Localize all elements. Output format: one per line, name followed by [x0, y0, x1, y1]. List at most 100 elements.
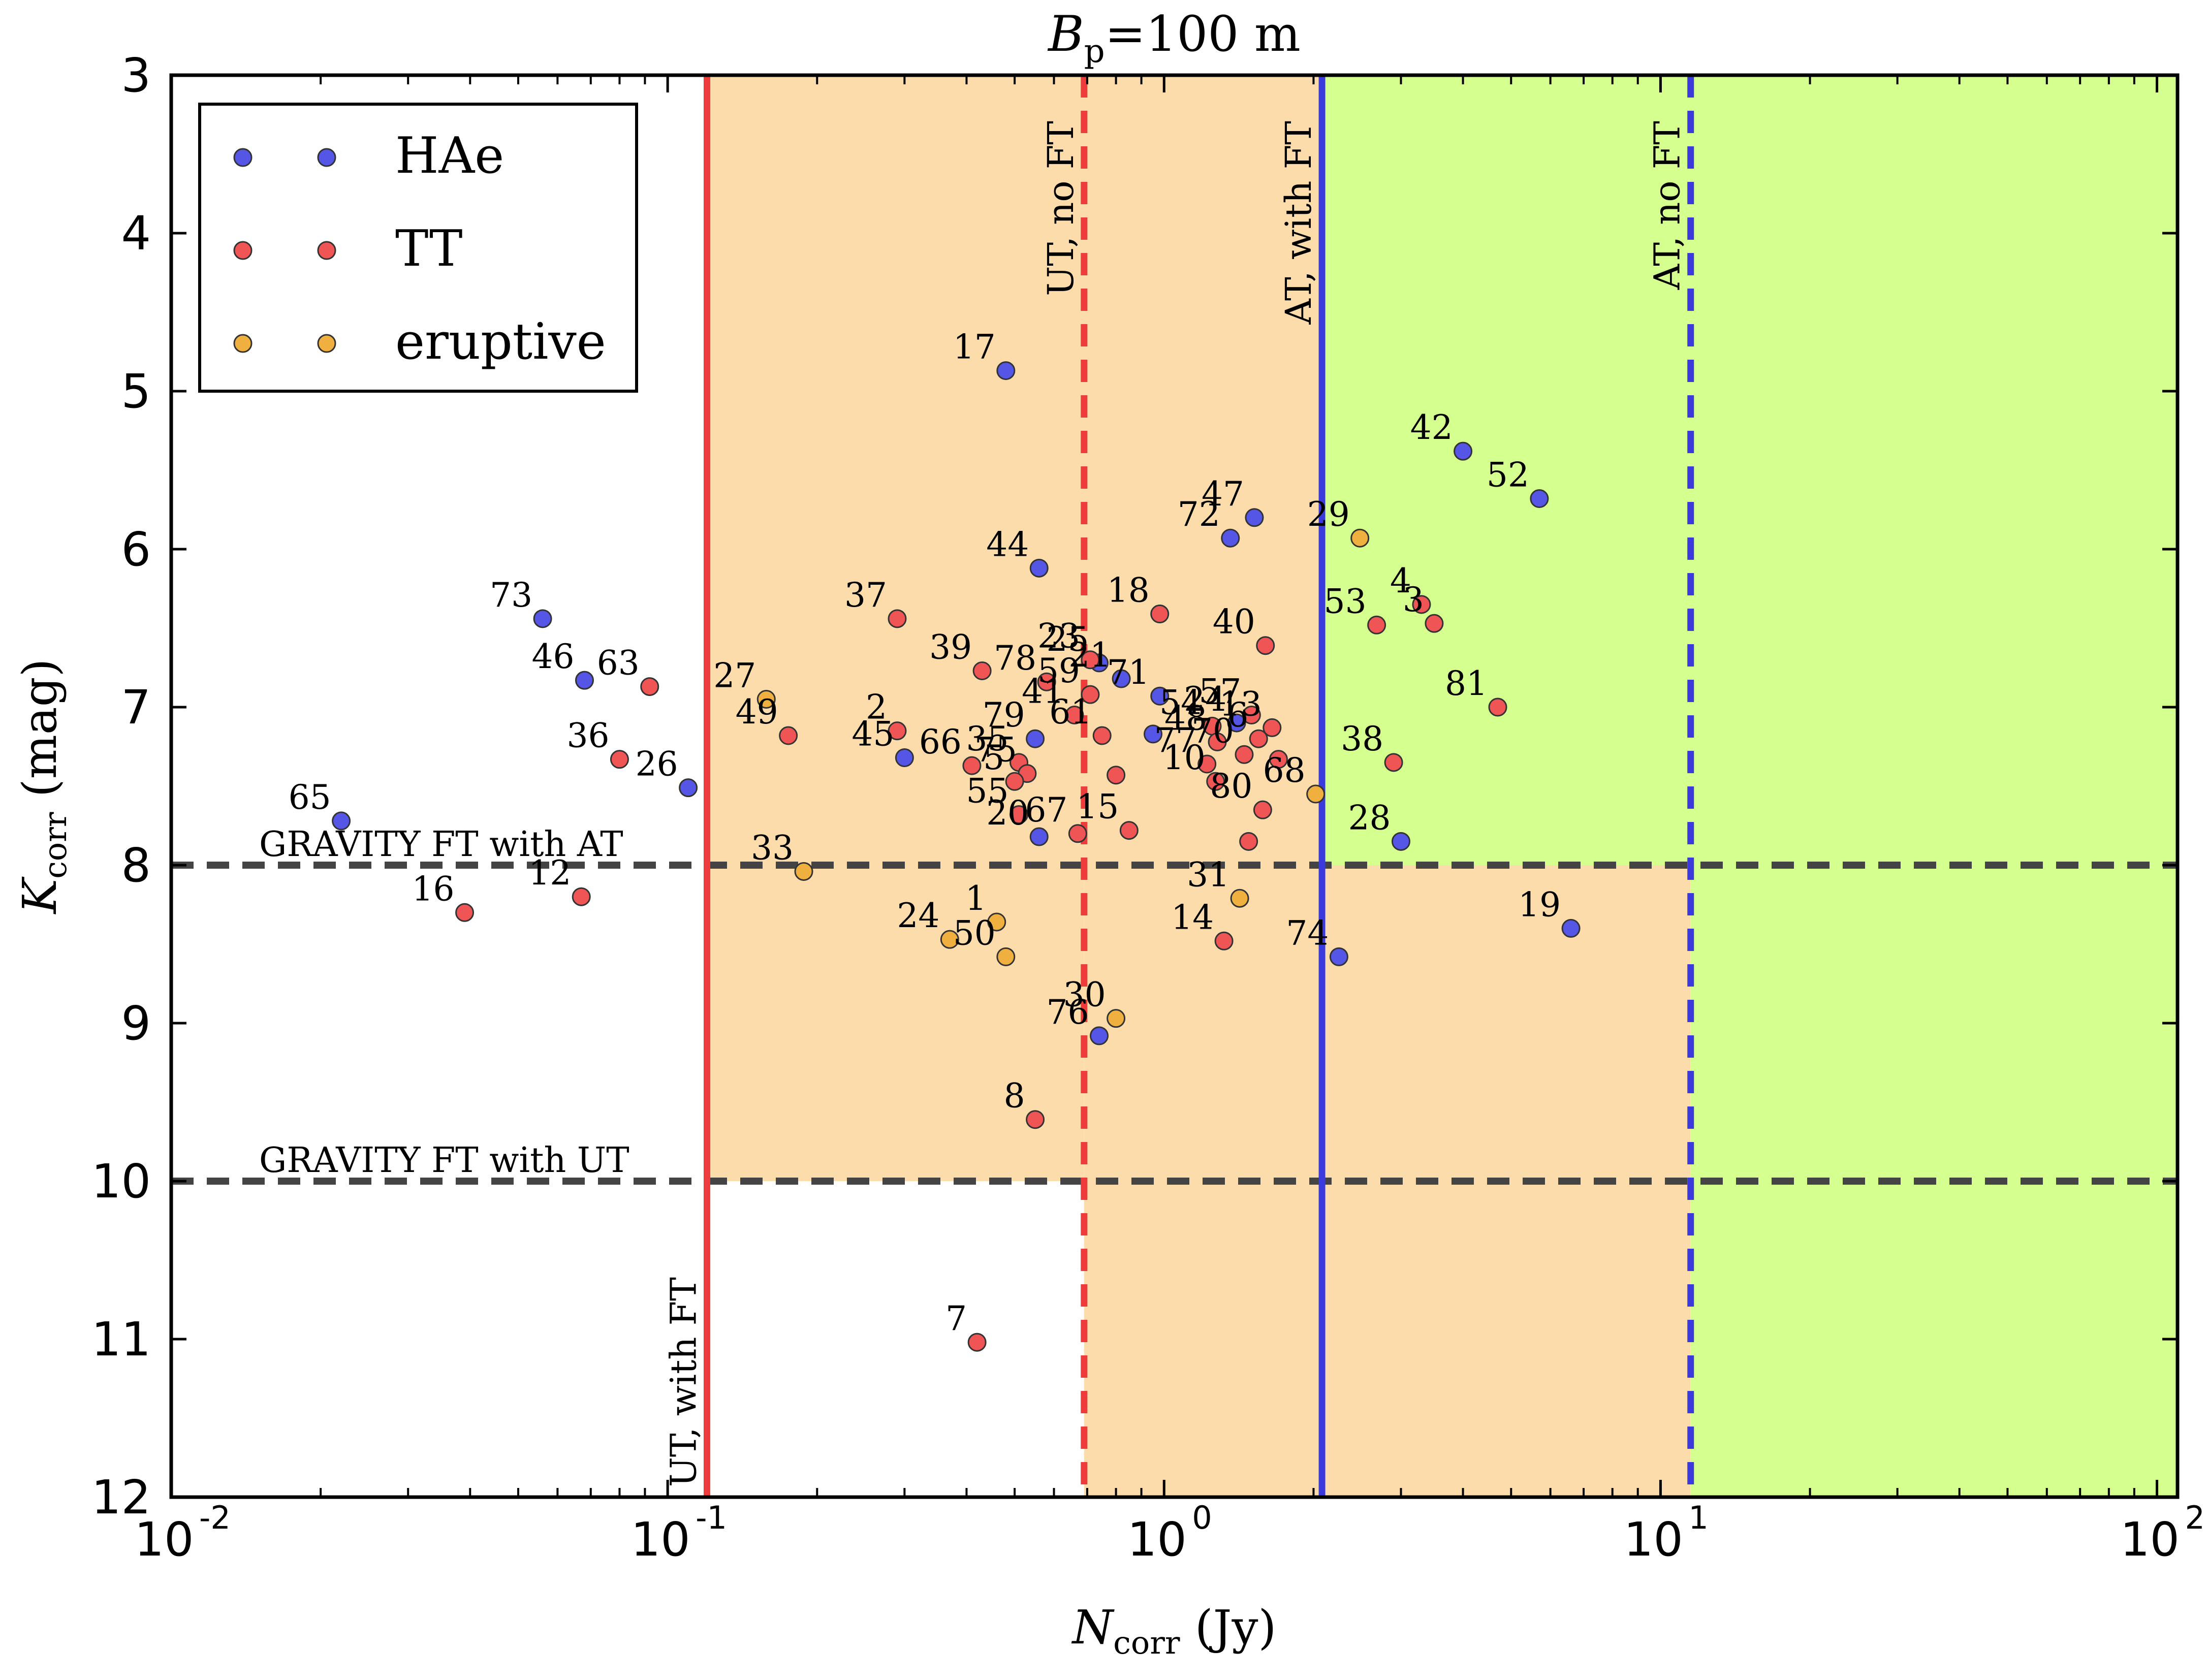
- x-tick-exponent: -1: [696, 1499, 727, 1536]
- point-label: 70: [1191, 711, 1234, 750]
- point-label: 37: [844, 576, 887, 615]
- reference-lines: GRAVITY FT with AT GRAVITY FT with UT UT, …: [171, 75, 2178, 1497]
- y-tick-label: 4: [121, 206, 151, 261]
- legend-box: [198, 103, 638, 393]
- point-label: 25: [1047, 620, 1089, 659]
- point-label: 5: [983, 738, 1004, 777]
- x-tick-exponent: -2: [199, 1499, 231, 1536]
- point-TT-6: [1249, 729, 1268, 748]
- legend-label: HAe: [395, 127, 504, 185]
- y-tick-label: 11: [91, 1312, 151, 1367]
- point-TT-7: [967, 1333, 987, 1352]
- point-label: 20: [986, 794, 1029, 833]
- point-eruptive-31: [1230, 889, 1249, 908]
- point-label: 68: [1263, 751, 1306, 790]
- point-label: 26: [636, 745, 678, 784]
- vline-label: UT, with FT: [663, 1277, 705, 1487]
- point-TT-67: [1068, 824, 1087, 843]
- point-label: 13: [1219, 684, 1262, 723]
- point-label: 19: [1518, 885, 1561, 924]
- point-HAe-47: [1245, 508, 1264, 527]
- point-TT-11: [1269, 750, 1288, 769]
- point-TT-8: [1026, 1110, 1045, 1129]
- vline-label: UT, no FT: [1040, 121, 1082, 296]
- point-label: 71: [1107, 653, 1150, 692]
- vline-label: AT, with FT: [1278, 121, 1319, 325]
- legend-marker: [233, 148, 253, 167]
- point-label: 1: [965, 879, 987, 918]
- point-label: 27: [713, 656, 756, 695]
- y-tick-label: 10: [91, 1154, 151, 1209]
- point-HAe-65: [332, 811, 351, 831]
- x-tick-label: 10: [631, 1512, 690, 1567]
- legend-label: eruptive: [395, 313, 606, 371]
- point-label: 79: [983, 695, 1025, 735]
- point-HAe-79: [1026, 729, 1045, 748]
- point-label: 3: [1403, 580, 1424, 619]
- point-label: 74: [1286, 913, 1329, 953]
- point-label: 33: [751, 828, 794, 867]
- plot-frame: [169, 73, 2180, 1499]
- point-TT-3: [1425, 614, 1444, 633]
- legend-marker: [233, 334, 253, 353]
- point-label: 40: [1213, 603, 1255, 642]
- y-axis-label: Kcorr (mag): [13, 658, 74, 914]
- point-label: 44: [986, 525, 1029, 564]
- x-tick-label: 10: [1624, 1512, 1683, 1567]
- point-TT-41: [1065, 706, 1084, 725]
- point-label: 54: [1159, 683, 1202, 722]
- point-TT-77: [1197, 754, 1217, 774]
- point-label: 52: [1487, 455, 1529, 494]
- point-label: 24: [897, 896, 939, 935]
- hline-label: GRAVITY FT with UT: [259, 1140, 629, 1181]
- point-label: 7: [945, 1299, 967, 1338]
- point-label: 28: [1348, 798, 1391, 837]
- point-label: 4: [1390, 561, 1411, 600]
- point-TT-15: [1119, 821, 1139, 840]
- point-TT-66: [962, 756, 982, 775]
- point-label: 50: [953, 913, 996, 953]
- point-HAe-19: [1561, 918, 1581, 938]
- point-eruptive-30: [1107, 1009, 1126, 1028]
- point-eruptive-33: [794, 862, 813, 881]
- point-label: 45: [851, 715, 894, 754]
- point-label: 31: [1187, 855, 1229, 894]
- point-label: 35: [966, 719, 1009, 758]
- x-tick-exponent: 2: [2185, 1499, 2205, 1536]
- point-label: 81: [1445, 664, 1488, 703]
- point-label: 61: [1049, 692, 1092, 732]
- point-label: 47: [1202, 474, 1244, 514]
- point-label: 55: [966, 771, 1009, 810]
- y-tick-label: 3: [121, 48, 151, 103]
- point-TT-36: [610, 750, 629, 769]
- point-label: 72: [1178, 495, 1220, 534]
- legend-marker: [317, 334, 336, 353]
- point-label: 41: [1022, 672, 1064, 711]
- vline-label: AT, no FT: [1647, 121, 1688, 290]
- point-HAe-21: [1112, 669, 1131, 688]
- point-HAe-26: [679, 778, 698, 798]
- point-eruptive-68: [1306, 784, 1326, 804]
- point-HAe-71: [1150, 686, 1170, 706]
- point-label: 2: [866, 688, 887, 727]
- data-points: [332, 361, 1581, 1352]
- point-label: 21: [1068, 636, 1111, 675]
- point-TT-49: [779, 726, 798, 745]
- point-HAe-45: [895, 748, 914, 768]
- hline-label: GRAVITY FT with AT: [259, 825, 623, 865]
- point-TT-55: [1010, 805, 1029, 824]
- point-label: 73: [490, 576, 532, 615]
- legend-marker: [317, 241, 336, 260]
- point-TT-2: [888, 721, 907, 741]
- x-tick-label: 10: [1127, 1512, 1187, 1567]
- point-label: 65: [289, 778, 331, 817]
- point-label: 67: [1025, 790, 1067, 830]
- point-label: 46: [531, 637, 574, 676]
- region-orange-1: [707, 865, 1084, 1181]
- point-HAe-73: [533, 609, 552, 628]
- point-eruptive-27: [756, 689, 776, 709]
- point-eruptive-1: [987, 912, 1006, 932]
